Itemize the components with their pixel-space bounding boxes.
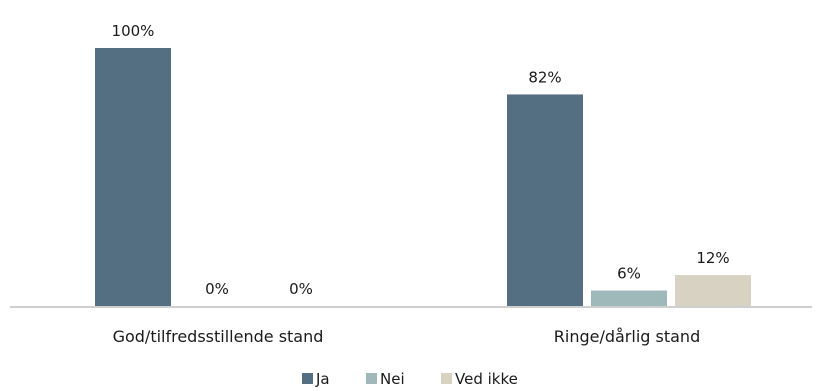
legend-label-ja: Ja	[315, 370, 330, 388]
value-label-ved-ikke-0: 0%	[289, 280, 313, 298]
category-labels-group: God/tilfredsstillende stand Ringe/dårlig …	[113, 327, 701, 346]
bar-ved-ikke-1	[675, 275, 751, 306]
value-label-ja-0: 100%	[112, 22, 155, 40]
bar-ja-1	[507, 94, 583, 306]
legend-label-nei: Nei	[380, 370, 405, 388]
category-label-1: Ringe/dårlig stand	[554, 327, 700, 346]
legend: Ja Nei Ved ikke	[302, 370, 518, 388]
legend-label-ved-ikke: Ved ikke	[455, 370, 518, 388]
legend-swatch-ved-ikke	[441, 373, 452, 384]
bars-group	[95, 48, 751, 306]
value-label-nei-0: 0%	[205, 280, 229, 298]
legend-swatch-ja	[302, 373, 313, 384]
bar-nei-1	[591, 290, 667, 306]
bar-ja-0	[95, 48, 171, 306]
category-label-0: God/tilfredsstillende stand	[113, 327, 324, 346]
value-label-ved-ikke-1: 12%	[696, 249, 729, 267]
value-label-nei-1: 6%	[617, 265, 641, 283]
value-label-ja-1: 82%	[528, 68, 561, 86]
legend-swatch-nei	[366, 373, 377, 384]
value-labels-group: 100% 0% 0% 82% 6% 12%	[112, 22, 730, 298]
